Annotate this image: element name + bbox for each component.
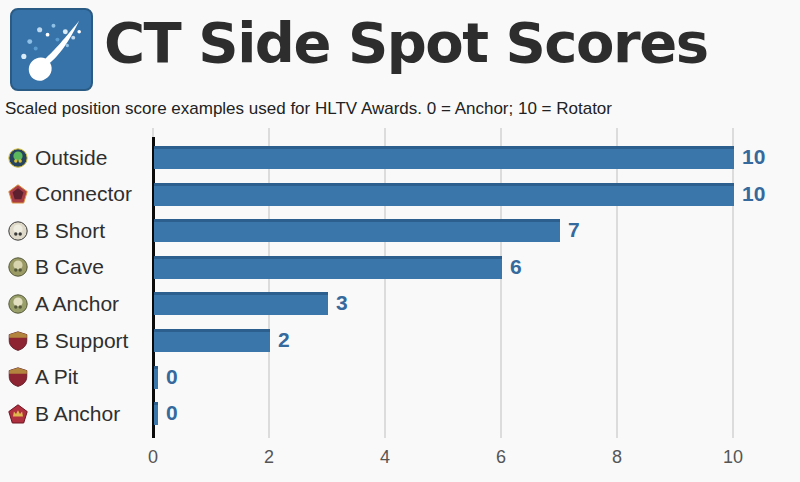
category-row: B Support (8, 329, 128, 352)
category-row: B Short (8, 219, 105, 242)
category-row: B Anchor (8, 402, 120, 425)
x-axis-tick-label: 10 (723, 447, 743, 468)
x-axis-tick-label: 8 (612, 447, 622, 468)
bar-value-label: 7 (568, 218, 580, 242)
score-bar (154, 292, 328, 315)
category-row: B Cave (8, 256, 104, 279)
category-row: A Anchor (8, 292, 119, 315)
x-axis-tick-label: 2 (264, 447, 274, 468)
x-gridline (732, 128, 734, 438)
outside-spot-badge-icon (8, 148, 28, 168)
score-bar (154, 329, 270, 352)
category-label: Connector (35, 182, 132, 206)
a-anchor-spot-badge-icon (8, 294, 28, 314)
horizontal-bar-chart: 0 2 4 6 8 10 Outside 10 Connector 10 B Short 7 B Cav… (0, 0, 800, 482)
score-bar (154, 366, 158, 389)
x-axis-tick-label: 6 (496, 447, 506, 468)
b-short-spot-badge-icon (8, 221, 28, 241)
bar-value-label: 10 (742, 145, 765, 169)
category-row: Outside (8, 146, 107, 169)
x-gridline (616, 128, 618, 438)
bar-value-label: 0 (166, 401, 178, 425)
connector-spot-badge-icon (8, 184, 28, 204)
x-axis-tick-label: 4 (380, 447, 390, 468)
bar-value-label: 10 (742, 182, 765, 206)
score-bar (154, 256, 502, 279)
category-label: B Support (35, 329, 128, 353)
x-gridline (500, 128, 502, 438)
b-cave-spot-badge-icon (8, 257, 28, 277)
category-row: Connector (8, 183, 132, 206)
x-gridline (268, 128, 270, 438)
score-bar (154, 219, 560, 242)
infographic-canvas: CT Side Spot Scores Scaled position scor… (0, 0, 800, 482)
score-bar (154, 183, 734, 206)
bar-value-label: 6 (510, 255, 522, 279)
b-support-spot-badge-icon (8, 331, 28, 351)
category-label: B Cave (35, 255, 104, 279)
bar-value-label: 3 (336, 291, 348, 315)
a-pit-spot-badge-icon (8, 367, 28, 387)
x-gridline (384, 128, 386, 438)
score-bar (154, 146, 734, 169)
x-axis-tick-label: 0 (148, 447, 158, 468)
category-row: A Pit (8, 366, 78, 389)
score-bar (154, 402, 158, 425)
category-label: A Anchor (35, 292, 119, 316)
category-label: B Anchor (35, 402, 120, 426)
category-label: A Pit (35, 365, 78, 389)
category-label: Outside (35, 146, 107, 170)
bar-value-label: 2 (278, 328, 290, 352)
category-label: B Short (35, 219, 105, 243)
bar-value-label: 0 (166, 365, 178, 389)
b-anchor-spot-badge-icon (8, 404, 28, 424)
